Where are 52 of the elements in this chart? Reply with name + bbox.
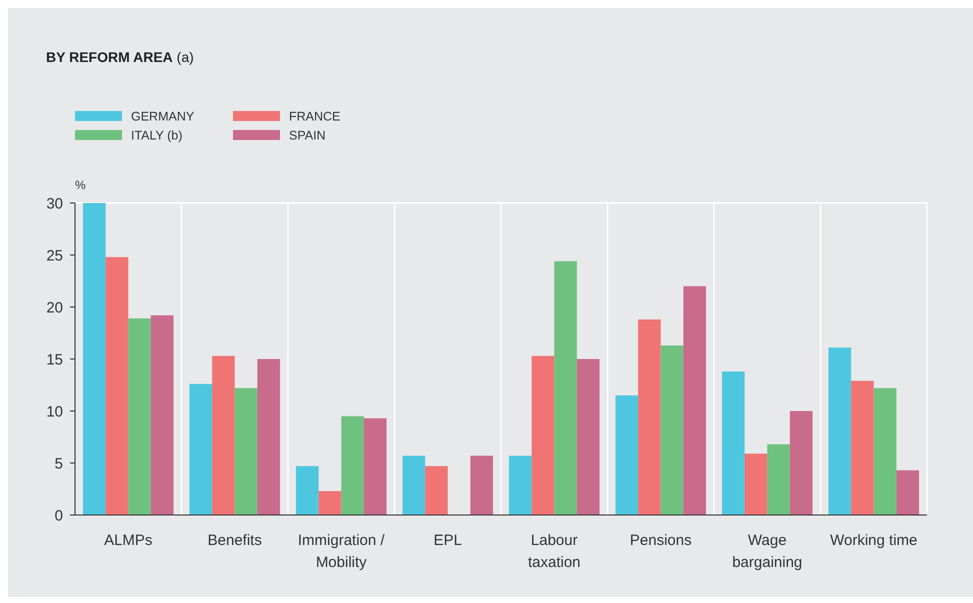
bar — [508, 456, 532, 515]
y-tick-label: 0 — [54, 507, 63, 524]
bar — [150, 315, 174, 515]
bar — [425, 466, 448, 515]
bar — [660, 345, 684, 515]
y-tick-label: 25 — [46, 247, 63, 264]
bar — [212, 356, 235, 515]
y-tick-label: 30 — [46, 195, 63, 212]
bar — [874, 388, 896, 515]
bar — [851, 380, 874, 515]
bar — [470, 456, 494, 515]
bar — [896, 470, 920, 515]
legend-label: GERMANY — [131, 110, 195, 124]
x-tick-label: Working time — [830, 532, 918, 549]
bar — [767, 444, 790, 515]
x-tick-label: Pensions — [630, 532, 692, 549]
bar — [106, 257, 128, 515]
chart-title: BY REFORM AREA (a) — [46, 49, 194, 65]
bar — [318, 491, 342, 515]
bar — [189, 384, 212, 515]
bar — [790, 411, 813, 515]
y-tick-label: 5 — [54, 455, 63, 472]
bar — [257, 359, 280, 515]
y-tick-label: 20 — [46, 299, 63, 316]
bar — [576, 359, 600, 515]
bar — [364, 418, 387, 515]
legend-label: ITALY (b) — [131, 128, 182, 142]
y-axis-title: % — [75, 178, 86, 192]
x-tick-label: Immigration / Mobility — [298, 532, 386, 571]
bar — [744, 454, 768, 515]
bar — [234, 388, 258, 515]
bar — [296, 466, 319, 515]
x-tick-label: EPL — [434, 532, 462, 549]
legend-label: SPAIN — [289, 128, 326, 142]
legend-label: FRANCE — [289, 110, 340, 124]
x-tick-label: Wage bargaining — [732, 532, 802, 571]
bar — [638, 319, 661, 515]
x-tick-label: ALMPs — [104, 532, 152, 549]
bar — [341, 416, 364, 515]
y-tick-label: 10 — [46, 403, 63, 420]
y-tick-label: 15 — [46, 351, 63, 368]
bar — [402, 456, 426, 515]
bar — [128, 318, 151, 515]
bar — [722, 371, 745, 515]
x-tick-label: Labour taxation — [528, 532, 581, 571]
bar — [554, 261, 577, 515]
bar — [82, 203, 106, 515]
bar — [683, 286, 706, 515]
x-tick-label: Benefits — [208, 532, 262, 549]
bar — [615, 395, 638, 515]
bar — [828, 348, 852, 515]
bar — [532, 356, 554, 515]
